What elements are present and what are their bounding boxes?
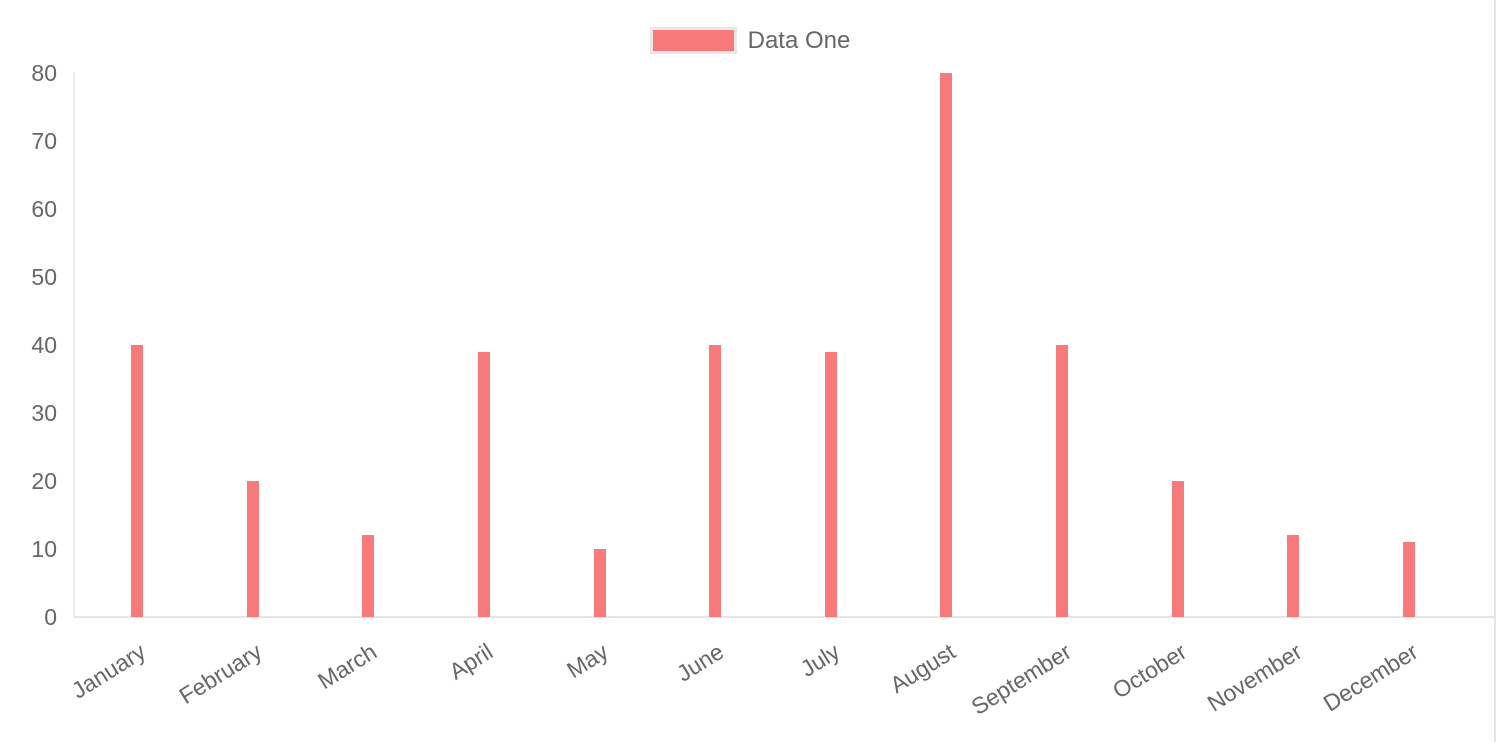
bar-may[interactable] (593, 549, 606, 617)
bar-november[interactable] (1287, 535, 1300, 617)
page-right-border (1494, 0, 1496, 742)
y-tick-label-0: 0 (44, 604, 57, 630)
x-axis-label-april: April (444, 638, 498, 685)
x-axis-baseline (73, 616, 1494, 618)
y-tick-label-70: 70 (31, 128, 57, 155)
y-axis-line (73, 72, 75, 617)
bar-june[interactable] (709, 345, 722, 617)
x-axis-label-june: June (672, 638, 729, 687)
x-axis-label-march: March (313, 638, 382, 695)
y-tick-label-30: 30 (31, 400, 57, 427)
x-axis-label-july: July (795, 638, 845, 682)
bar-march[interactable] (362, 535, 375, 617)
bar-september[interactable] (1056, 345, 1069, 617)
x-axis-label-september: September (966, 638, 1076, 720)
x-axis-label-october: October (1107, 638, 1191, 704)
x-axis-label-may: May (562, 638, 613, 684)
bar-july[interactable] (824, 351, 837, 617)
y-tick-label-60: 60 (31, 196, 57, 223)
y-tick-label-50: 50 (31, 264, 57, 291)
bar-april[interactable] (477, 351, 490, 617)
y-tick-label-40: 40 (31, 332, 57, 359)
x-axis-label-january: January (67, 638, 151, 704)
bar-december[interactable] (1402, 542, 1415, 617)
y-tick-label-20: 20 (31, 468, 57, 495)
legend-swatch-icon (649, 27, 737, 54)
x-axis-label-august: August (885, 638, 960, 699)
bar-february[interactable] (246, 481, 259, 617)
y-tick-label-80: 80 (31, 60, 57, 87)
x-axis-label-november: November (1202, 638, 1307, 717)
bar-october[interactable] (1171, 481, 1184, 617)
x-axis-label-february: February (174, 638, 266, 709)
bar-august[interactable] (940, 73, 953, 617)
legend-item-data-one[interactable]: Data One (649, 27, 851, 54)
legend: Data One (0, 27, 1500, 54)
bar-january[interactable] (131, 345, 143, 617)
y-tick-label-10: 10 (31, 536, 57, 563)
legend-label: Data One (747, 27, 851, 54)
x-axis-label-december: December (1318, 638, 1423, 717)
